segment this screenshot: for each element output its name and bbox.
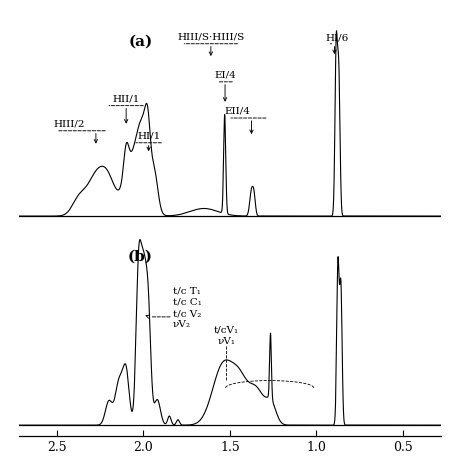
Text: HII/1: HII/1: [112, 94, 140, 103]
Text: EI/4: EI/4: [214, 71, 236, 80]
Text: t/c T₁
t/c C₁
t/c V₂
νV₂: t/c T₁ t/c C₁ t/c V₂ νV₂: [173, 287, 202, 329]
Text: t/cV₁
νV₁: t/cV₁ νV₁: [214, 326, 239, 346]
Text: HIII/S·HIII/S: HIII/S·HIII/S: [177, 33, 245, 42]
Text: HI/1: HI/1: [137, 131, 160, 140]
Text: HIII/2: HIII/2: [54, 119, 85, 128]
Text: (a): (a): [129, 35, 153, 49]
Text: HI/6: HI/6: [326, 34, 349, 43]
Text: EII/4: EII/4: [225, 107, 251, 116]
Text: (b): (b): [128, 250, 153, 264]
